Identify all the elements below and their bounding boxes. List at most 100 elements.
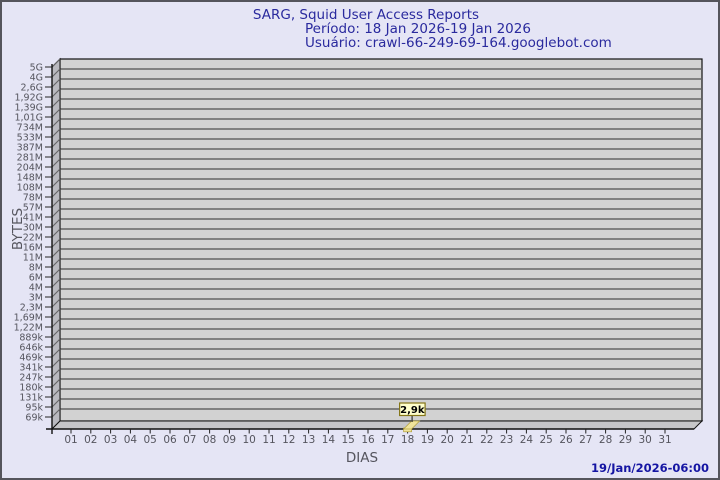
wall-gridline — [51, 128, 61, 138]
wall-gridline — [51, 218, 61, 228]
wall-gridline — [51, 268, 61, 278]
x-tick-label: 15 — [342, 434, 355, 446]
wall-gridline — [51, 118, 61, 128]
wall-gridline — [51, 248, 61, 258]
x-tick-label: 30 — [639, 434, 652, 446]
bar-value-label: 2,9k — [400, 405, 425, 416]
wall-gridline — [51, 238, 61, 248]
x-tick-label: 18 — [401, 434, 414, 446]
x-axis: 01 02 03 04 05 06 07 08 09 10 11 12 13 14 15 16 17 18 19 20… — [64, 429, 672, 446]
y-tick-label: 180k — [19, 382, 43, 393]
y-tick-label: 69k — [25, 412, 43, 423]
wall-gridline — [51, 398, 61, 408]
chart-period-subtitle: Período: 18 Jan 2026-19 Jan 2026 — [305, 21, 531, 37]
wall-gridline — [51, 348, 61, 358]
wall-gridline — [51, 68, 61, 78]
x-tick-label: 02 — [84, 434, 97, 446]
x-tick-label: 09 — [223, 434, 236, 446]
y-tick-label: 5G — [30, 62, 43, 73]
generation-timestamp: 19/Jan/2026-06:00 — [591, 461, 709, 475]
wall-gridline — [51, 308, 61, 318]
wall-gridline — [51, 228, 61, 238]
wall-gridline — [51, 278, 61, 288]
y-tick-label: 1,69M — [14, 312, 43, 323]
wall-gridline — [51, 88, 61, 98]
y-tick-label: 533M — [17, 132, 43, 143]
y-tick-label: 41M — [23, 212, 43, 223]
x-tick-label: 05 — [144, 434, 157, 446]
wall-gridline — [51, 378, 61, 388]
y-tick-label: 1,92G — [14, 92, 43, 103]
x-tick-label: 13 — [302, 434, 315, 446]
y-axis: 5G4G2,6G1,92G1,39G1,01G734M533M387M281M2… — [14, 62, 52, 423]
chart-header: SARG, Squid User Access Reports Período:… — [253, 7, 612, 51]
wall-gridline — [51, 198, 61, 208]
wall-gridline — [51, 108, 61, 118]
data-bars: 2,9k — [399, 402, 426, 433]
bar-top-face — [402, 420, 421, 430]
chart-title: SARG, Squid User Access Reports — [253, 7, 479, 23]
y-tick-label: 131k — [19, 392, 43, 403]
y-tick-label: 148M — [17, 172, 43, 183]
x-tick-label: 07 — [183, 434, 196, 446]
wall-gridline — [51, 158, 61, 168]
wall-gridline — [51, 168, 61, 178]
y-tick-label: 734M — [17, 122, 43, 133]
x-tick-label: 31 — [658, 434, 671, 446]
wall-gridline — [51, 318, 61, 328]
x-tick-label: 06 — [163, 434, 177, 446]
wall-gridline — [51, 98, 61, 108]
y-tick-label: 30M — [23, 222, 43, 233]
x-tick-label: 20 — [441, 434, 454, 446]
wall-gridline — [51, 208, 61, 218]
y-tick-label: 22M — [23, 232, 43, 243]
x-axis-title: DIAS — [346, 450, 378, 466]
wall-gridline — [51, 148, 61, 158]
y-tick-label: 4G — [30, 72, 43, 83]
x-tick-label: 27 — [579, 434, 592, 446]
wall-gridline — [51, 78, 61, 88]
plot-area — [59, 58, 703, 422]
wall-gridline — [51, 408, 61, 418]
x-tick-label: 21 — [460, 434, 473, 446]
y-axis-title: BYTES — [10, 208, 26, 250]
y-tick-label: 6M — [29, 272, 43, 283]
floor — [50, 420, 704, 430]
y-tick-label: 341k — [19, 362, 43, 373]
wall-gridline — [51, 388, 61, 398]
y-tick-label: 2,6G — [21, 82, 43, 93]
y-tick-label: 16M — [23, 242, 43, 253]
y-tick-label: 8M — [29, 262, 43, 273]
wall-gridline — [51, 178, 61, 188]
x-tick-label: 28 — [599, 434, 612, 446]
wall-gridline — [51, 358, 61, 368]
bar-value-callout — [399, 402, 426, 417]
x-tick-label: 03 — [104, 434, 117, 446]
y-tick-label: 281M — [17, 152, 43, 163]
x-tick-label: 22 — [480, 434, 493, 446]
x-tick-label: 12 — [282, 434, 295, 446]
gridlines — [60, 68, 702, 410]
y-tick-label: 108M — [17, 182, 43, 193]
x-tick-label: 25 — [540, 434, 553, 446]
y-tick-label: 95k — [25, 402, 43, 413]
wall-gridline — [51, 138, 61, 148]
wall-gridline — [51, 338, 61, 348]
x-tick-label: 17 — [381, 434, 394, 446]
y-tick-label: 1,22M — [14, 322, 43, 333]
wall-gridline — [51, 58, 61, 68]
x-tick-label: 26 — [559, 434, 573, 446]
y-tick-label: 11M — [23, 252, 43, 263]
chart-user-subtitle: Usuário: crawl-66-249-69-164.googlebot.c… — [305, 35, 612, 51]
x-tick-label: 24 — [520, 434, 534, 446]
plot-frame — [46, 57, 704, 434]
x-tick-label: 19 — [421, 434, 434, 446]
y-tick-label: 646k — [19, 342, 43, 353]
x-tick-label: 01 — [64, 434, 77, 446]
x-tick-label: 11 — [262, 434, 275, 446]
y-tick-label: 1,01G — [14, 112, 43, 123]
wall-gridline — [51, 288, 61, 298]
x-tick-label: 14 — [322, 434, 336, 446]
